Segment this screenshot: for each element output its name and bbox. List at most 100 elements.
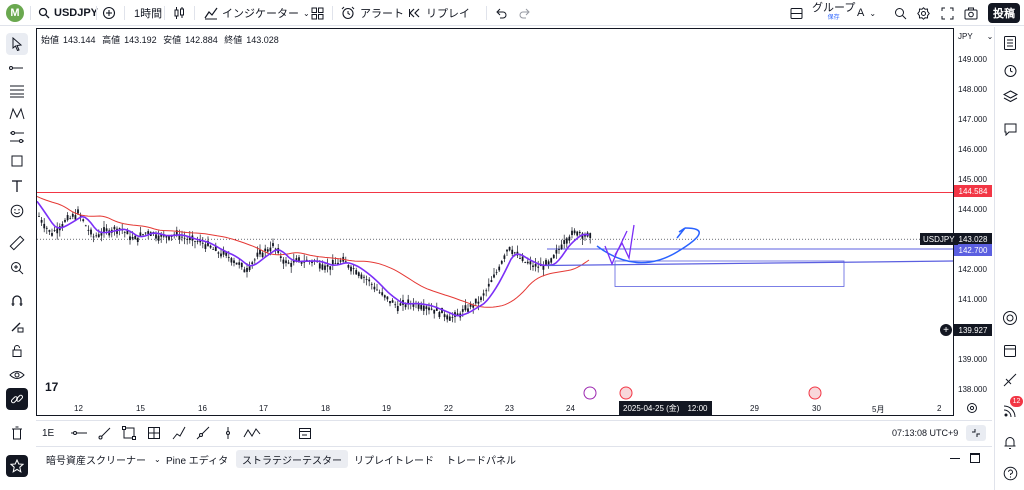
horizontal-line-icon	[71, 431, 87, 435]
candle-body	[490, 280, 493, 283]
link-tool[interactable]	[6, 388, 28, 410]
broadcast-icon	[1003, 405, 1016, 418]
help-button[interactable]	[1000, 463, 1020, 483]
ray-tool[interactable]	[196, 425, 210, 441]
measure-tool[interactable]	[6, 232, 28, 254]
tab-pine-editor[interactable]: Pine エディタ	[160, 450, 234, 468]
zoom-tool[interactable]	[6, 257, 28, 279]
candle-body	[295, 258, 298, 262]
user-avatar[interactable]: M	[6, 4, 24, 22]
indicators-button[interactable]: インジケーター ⌄	[204, 0, 310, 26]
trendline-tool[interactable]	[6, 57, 28, 79]
minimize-panel-icon[interactable]	[950, 458, 960, 459]
alerts-button[interactable]	[1000, 60, 1020, 80]
lock-tool[interactable]	[6, 340, 28, 362]
compare-button[interactable]	[102, 0, 116, 26]
cursor-tool[interactable]	[6, 33, 28, 55]
add-alert-plus-icon[interactable]: +	[940, 324, 952, 336]
chart-type-button[interactable]	[172, 0, 186, 26]
rectangle-tool[interactable]	[122, 425, 136, 441]
list-icon	[1004, 36, 1016, 50]
candle-body	[66, 215, 69, 221]
grid-draw-tool[interactable]	[147, 425, 161, 441]
axis-settings-button[interactable]	[966, 402, 978, 417]
group-save-button[interactable]: グループ 保存	[812, 0, 855, 26]
emoji-tool[interactable]	[6, 200, 28, 222]
trend-line-tool[interactable]	[98, 425, 112, 441]
candle-body	[435, 307, 438, 311]
replay-jump-tool[interactable]	[298, 425, 312, 441]
chats-button[interactable]	[1000, 119, 1020, 139]
undo-icon	[496, 8, 507, 19]
price-axis[interactable]: JPY ⌄ 149.000 148.000 147.000 146.000 145…	[954, 28, 993, 416]
time-axis[interactable]: 12 15 16 17 18 19 22 23 24 2025-04-25 (金…	[36, 400, 954, 416]
tab-crypto-screener[interactable]: 暗号資産スクリーナー ⌄	[40, 450, 167, 468]
help-icon	[1003, 466, 1017, 480]
currency-selector[interactable]: JPY ⌄	[958, 32, 993, 41]
magnet-tool[interactable]	[6, 290, 28, 312]
shape-tool[interactable]	[6, 150, 28, 172]
maximize-panel-icon[interactable]	[970, 453, 980, 463]
candle-body	[576, 231, 579, 236]
search-icon	[38, 7, 50, 19]
settings-button[interactable]	[917, 0, 930, 26]
candle-body	[373, 286, 376, 290]
publish-button[interactable]: 投稿	[988, 3, 1020, 23]
chart-pane[interactable]: 17 始値 143.144 高値 143.192 安値 142.884 終値 143.0…	[36, 28, 954, 416]
candle-body	[461, 309, 464, 312]
zigzag-tool[interactable]	[243, 425, 261, 441]
candle-body	[550, 258, 553, 263]
calendar-button[interactable]	[1000, 340, 1020, 360]
horizontal-line-tool[interactable]	[70, 425, 88, 441]
redo-button[interactable]	[519, 0, 531, 26]
remove-drawings-tool[interactable]	[6, 422, 28, 444]
candle-body	[448, 316, 451, 321]
stay-drawing-tool[interactable]	[6, 315, 28, 337]
visibility-tool[interactable]	[6, 364, 28, 386]
candle-body	[446, 315, 449, 320]
vertical-line-tool[interactable]	[223, 425, 233, 441]
clock-time-display[interactable]: 07:13:08 UTC+9	[892, 425, 958, 441]
tab-strategy-tester[interactable]: ストラテジーテスター	[236, 450, 348, 468]
projection-tool[interactable]	[6, 126, 28, 148]
watchlist-button[interactable]	[1000, 33, 1020, 53]
candle-body	[529, 261, 532, 265]
fib-tool[interactable]	[6, 80, 28, 102]
text-tool[interactable]	[6, 175, 28, 197]
date-range-button[interactable]: 1E	[42, 425, 54, 441]
candle-body	[542, 265, 545, 270]
pattern-tool[interactable]	[6, 103, 28, 125]
group-letter-button[interactable]: A ⌄	[857, 0, 876, 26]
notifications-button[interactable]	[1000, 432, 1020, 452]
bottom-toolbar: 1E 07:13:08 UTC+9	[36, 420, 992, 444]
symbol-search-button[interactable]: USDJPY	[38, 0, 98, 26]
tab-replay-trade[interactable]: リプレイトレード	[348, 450, 440, 468]
candle-body	[220, 253, 222, 257]
alert-button[interactable]: アラート	[341, 0, 404, 26]
layouts-button[interactable]	[311, 0, 324, 26]
streams-button[interactable]: 12	[1000, 396, 1023, 421]
rewind-icon	[409, 8, 420, 18]
maximize-chart-button[interactable]	[966, 425, 986, 441]
candle-body	[357, 272, 360, 277]
vertical-line-icon	[226, 427, 230, 439]
candle-body	[243, 269, 246, 273]
snapshot-button[interactable]	[964, 0, 978, 26]
fullscreen-button[interactable]	[941, 0, 954, 26]
object-tree-button[interactable]	[1000, 370, 1020, 390]
favorites-tool[interactable]	[6, 455, 28, 477]
path-tool[interactable]	[172, 425, 186, 441]
undo-button[interactable]	[495, 0, 507, 26]
candle-body	[38, 216, 40, 217]
layout-toggle-button[interactable]	[790, 0, 803, 26]
symbol-label: USDJPY	[54, 7, 99, 19]
candle-body	[521, 256, 524, 261]
replay-button[interactable]: リプレイ	[408, 0, 470, 26]
candle-body	[48, 230, 51, 232]
quick-search-button[interactable]	[894, 0, 907, 26]
interval-button[interactable]: 1時間	[134, 0, 162, 26]
data-window-button[interactable]	[1000, 87, 1020, 107]
tab-trade-panel[interactable]: トレードパネル	[440, 450, 522, 468]
ideas-button[interactable]	[1000, 308, 1020, 328]
candle-body	[178, 235, 181, 240]
